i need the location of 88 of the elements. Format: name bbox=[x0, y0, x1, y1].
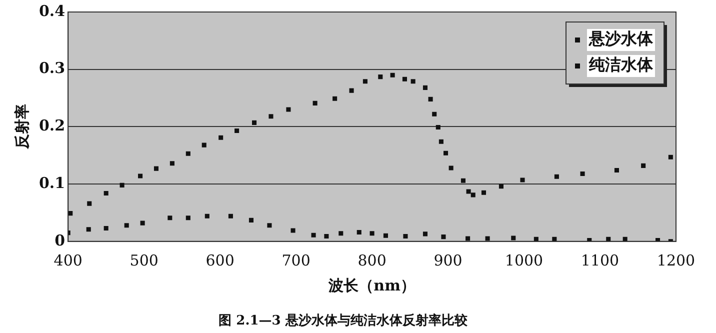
x-tick-label: 700 bbox=[282, 251, 310, 270]
point bbox=[428, 96, 433, 102]
point bbox=[481, 190, 486, 195]
x-tick-label: 800 bbox=[358, 251, 386, 270]
point bbox=[338, 231, 344, 236]
text: 图 2.1—3 悬沙水体与纯洁水体反射率比较 bbox=[218, 312, 468, 329]
x-tick-label: 900 bbox=[434, 251, 462, 270]
point bbox=[422, 85, 428, 90]
x-tick-label: 1000 bbox=[504, 251, 544, 270]
point bbox=[378, 74, 383, 80]
point bbox=[485, 236, 490, 241]
point bbox=[186, 216, 190, 220]
point bbox=[356, 230, 362, 234]
point bbox=[120, 182, 124, 188]
y-tick-label: 0.3 bbox=[38, 59, 66, 78]
point bbox=[268, 114, 274, 119]
point bbox=[498, 184, 504, 189]
y-axis-title: 反射率 bbox=[12, 104, 31, 150]
x-axis-title: 波长（nm） bbox=[328, 276, 416, 294]
point bbox=[606, 236, 611, 242]
point bbox=[460, 178, 466, 183]
point bbox=[87, 201, 92, 206]
point bbox=[170, 161, 174, 166]
point bbox=[668, 154, 673, 160]
point bbox=[448, 166, 454, 170]
point bbox=[202, 142, 206, 148]
point bbox=[86, 227, 91, 232]
point bbox=[466, 189, 471, 194]
point bbox=[248, 218, 254, 222]
point bbox=[552, 236, 557, 242]
point bbox=[587, 238, 592, 242]
y-tick-label: 0 bbox=[54, 231, 66, 250]
point bbox=[124, 223, 129, 228]
point bbox=[432, 112, 437, 116]
point bbox=[140, 220, 145, 226]
point bbox=[286, 107, 291, 112]
point bbox=[441, 234, 446, 240]
point bbox=[186, 151, 190, 156]
x-tick-label: 1100 bbox=[580, 251, 620, 270]
point bbox=[267, 223, 272, 228]
point bbox=[511, 236, 516, 240]
point bbox=[104, 226, 108, 230]
point bbox=[383, 233, 388, 238]
point bbox=[390, 72, 395, 78]
point bbox=[422, 232, 428, 236]
point bbox=[362, 79, 368, 84]
point bbox=[138, 174, 143, 178]
point bbox=[580, 171, 585, 176]
x-tick-label: 600 bbox=[206, 251, 234, 270]
point bbox=[436, 125, 440, 130]
point bbox=[104, 190, 108, 196]
point bbox=[443, 150, 448, 156]
point bbox=[622, 236, 628, 242]
point bbox=[234, 128, 240, 133]
point bbox=[534, 236, 538, 242]
point bbox=[332, 96, 338, 101]
point bbox=[312, 100, 318, 106]
point bbox=[154, 166, 159, 171]
point bbox=[470, 192, 476, 198]
point bbox=[204, 214, 210, 218]
point bbox=[68, 211, 73, 216]
x-tick-label: 500 bbox=[130, 251, 158, 270]
y-tick-label: 0.4 bbox=[38, 2, 66, 20]
point bbox=[520, 178, 525, 182]
legend-label: 纯洁水体 bbox=[588, 55, 654, 74]
point bbox=[311, 232, 316, 238]
point bbox=[370, 231, 374, 236]
point bbox=[218, 135, 224, 140]
point bbox=[554, 174, 559, 179]
x-tick-label: 400 bbox=[54, 251, 82, 270]
point bbox=[655, 238, 660, 242]
point bbox=[324, 234, 329, 239]
point bbox=[402, 76, 407, 82]
point bbox=[168, 216, 172, 220]
point bbox=[410, 79, 416, 84]
point bbox=[403, 234, 408, 239]
point bbox=[228, 214, 233, 218]
point bbox=[466, 236, 470, 241]
point bbox=[290, 228, 296, 233]
point bbox=[252, 120, 257, 125]
point bbox=[438, 139, 444, 144]
point bbox=[614, 168, 619, 173]
y-tick-label: 0.1 bbox=[38, 174, 66, 192]
point bbox=[641, 163, 646, 168]
point bbox=[349, 88, 354, 93]
x-tick-label: 1200 bbox=[656, 251, 696, 270]
y-tick-label: 0.2 bbox=[38, 116, 66, 135]
legend-label: 悬沙水体 bbox=[588, 29, 654, 48]
